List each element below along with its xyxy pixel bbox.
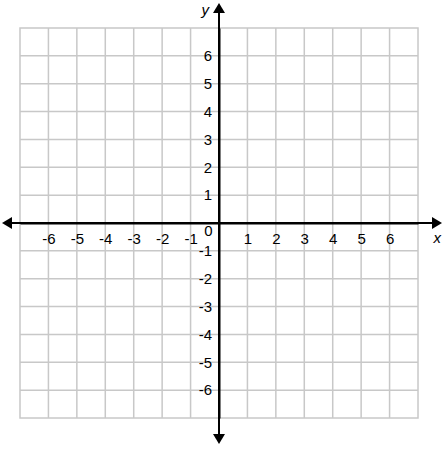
tick: 3 xyxy=(204,131,219,148)
axis-title: y xyxy=(201,1,211,18)
tick-label: -2 xyxy=(156,230,169,247)
tick: -6 xyxy=(199,381,219,398)
tick: -2 xyxy=(199,270,219,287)
arrowhead xyxy=(213,434,225,444)
plot-frame xyxy=(20,28,418,418)
tick-label: 0 xyxy=(204,222,212,239)
tick-label: -3 xyxy=(199,298,212,315)
tick-label: 6 xyxy=(386,230,394,247)
tick-label: 5 xyxy=(204,75,212,92)
arrowhead xyxy=(432,217,442,229)
tick-label: 1 xyxy=(244,230,252,247)
arrowhead xyxy=(213,3,225,13)
tick: 2 xyxy=(272,223,280,247)
axis-title: x xyxy=(433,229,442,246)
tick: -6 xyxy=(42,223,55,247)
tick-label: -2 xyxy=(199,270,212,287)
tick: 3 xyxy=(301,223,309,247)
tick: -3 xyxy=(199,298,219,315)
tick-label: 5 xyxy=(357,230,365,247)
axis-domain xyxy=(219,29,221,419)
tick-label: -4 xyxy=(99,230,112,247)
tick: 5 xyxy=(204,75,219,92)
tick: 6 xyxy=(386,223,394,247)
y-axis: -6 -5 -4 -3 -2 -1 1 2 3 4 5 6 xyxy=(199,29,220,419)
tick: -1 xyxy=(199,242,219,259)
tick-label: 2 xyxy=(272,230,280,247)
plot-area xyxy=(20,28,418,418)
tick: 1 xyxy=(204,186,219,203)
tick: 6 xyxy=(204,47,219,64)
tick-label: 3 xyxy=(204,131,212,148)
arrowhead xyxy=(2,217,12,229)
chart: -6 -5 -4 -3 -2 -1 0 1 2 3 4 5 6 -6 -5 -4 -3 -2 -1 1 2 3 4 5 6 x y xyxy=(0,0,447,449)
tick-label: -5 xyxy=(199,354,212,371)
tick-label: -6 xyxy=(199,381,212,398)
tick-label: -3 xyxy=(128,230,141,247)
tick: -3 xyxy=(128,223,141,247)
axes xyxy=(2,3,442,444)
tick: 0 xyxy=(204,222,219,239)
tick-label: 4 xyxy=(329,230,337,247)
tick: 4 xyxy=(329,223,337,247)
tick-label: -1 xyxy=(199,242,212,259)
tick: -5 xyxy=(71,223,84,247)
tick: 1 xyxy=(244,223,252,247)
tick-label: -5 xyxy=(71,230,84,247)
tick: -4 xyxy=(199,326,219,343)
tick: 5 xyxy=(357,223,365,247)
tick-label: 4 xyxy=(204,103,212,120)
tick: 2 xyxy=(204,159,219,176)
tick-label: -4 xyxy=(199,326,212,343)
tick: 4 xyxy=(204,103,219,120)
x-axis-line xyxy=(6,222,438,224)
tick: -5 xyxy=(199,354,219,371)
tick-label: 3 xyxy=(301,230,309,247)
tick: -4 xyxy=(99,223,112,247)
tick: -1 xyxy=(184,223,197,247)
tick-label: 1 xyxy=(204,186,212,203)
tick-label: 6 xyxy=(204,47,212,64)
tick-label: -6 xyxy=(42,230,55,247)
tick-label: 2 xyxy=(204,159,212,176)
tick-label: -1 xyxy=(184,230,197,247)
tick: -2 xyxy=(156,223,169,247)
